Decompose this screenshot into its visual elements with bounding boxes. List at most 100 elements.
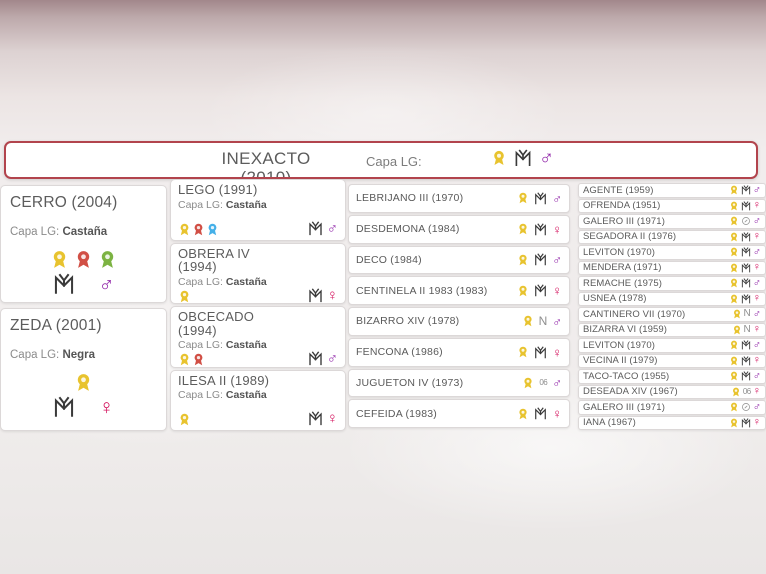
award-rosette-icon (523, 316, 532, 327)
ancestor-name: GALERO III (1971) (583, 215, 665, 227)
ym-brand-icon (741, 201, 750, 211)
female-icon: ♀ (552, 406, 562, 422)
ym-brand-icon (741, 356, 750, 366)
brand-sex-row: ♀ (308, 411, 338, 426)
female-icon: ♀ (326, 410, 338, 427)
ancestor-row[interactable]: BIZARRA VI (1959) N ♀ (578, 322, 766, 337)
ancestor-row[interactable]: DESDEMONA (1984) ♀ (348, 214, 570, 244)
award-rosette-icon (730, 340, 737, 350)
ancestor-name: CEFEIDA (1983) (356, 407, 437, 420)
award-rosette-icon (733, 309, 740, 319)
male-icon: ♂ (552, 313, 562, 329)
ancestor-row[interactable]: MENDERA (1971) ♀ (578, 260, 766, 275)
ancestor-name: CERRO (2004) (10, 194, 118, 211)
n-brand-icon: N (538, 314, 548, 329)
award-rosette-icon (519, 408, 527, 419)
ancestor-row[interactable]: LEVITON (1970) ♂ (578, 245, 766, 260)
ancestor-name: SEGADORA II (1976) (583, 231, 677, 243)
ym-brand-icon (535, 223, 547, 235)
award-rosette-icon (730, 278, 737, 288)
award-rosette-icon (730, 356, 737, 366)
ancestor-row[interactable]: LEVITON (1970) ♂ (578, 338, 766, 353)
ancestor-row[interactable]: DECO (1984) ♂ (348, 245, 570, 275)
brand-06-icon: 06 (539, 377, 548, 387)
award-rosette-icon (77, 374, 90, 391)
row-icons: ♂ (729, 276, 761, 289)
award-rosette-icon (733, 325, 740, 335)
ancestor-row[interactable]: VECINA II (1979) ♀ (578, 353, 766, 368)
brand-06-icon: 06 (742, 386, 751, 396)
ancestor-card-zeda[interactable]: ZEDA (2001) Capa LG: Negra ♀ (0, 308, 167, 431)
subject-card[interactable]: INEXACTO (2010) Capa LG: ♂ (4, 141, 758, 179)
ym-brand-icon (535, 407, 547, 420)
ancestor-row[interactable]: LEBRIJANO III (1970) ♂ (348, 184, 570, 213)
ancestor-name: CENTINELA II 1983 (1983) (356, 284, 488, 297)
award-rosette-icon (730, 201, 737, 211)
ancestor-row[interactable]: DESEADA XIV (1967) 06 ♀ (578, 384, 766, 399)
capa-value: Negra (62, 349, 96, 361)
brand-sex-row: ♀ (308, 288, 338, 303)
ancestor-row[interactable]: JUGUETON IV (1973) 06 ♂ (348, 368, 570, 398)
row-icons: N ♀ (732, 324, 761, 335)
ancestor-name: DECO (1984) (356, 253, 422, 266)
capa-value: Castaña (62, 226, 108, 238)
capa-label: Capa LG: (10, 226, 60, 238)
ancestor-name: TACO-TACO (1955) (583, 370, 670, 382)
ancestor-row[interactable]: AGENTE (1959) ♂ (578, 183, 766, 198)
male-icon: ♂ (752, 245, 761, 258)
ancestor-row[interactable]: CENTINELA II 1983 (1983) ♀ (348, 276, 570, 305)
ancestor-card-obrera[interactable]: OBRERA IV (1994) Capa LG: Castaña ♀ (170, 242, 346, 304)
ym-brand-icon (309, 221, 322, 235)
ancestor-row[interactable]: CEFEIDA (1983) ♀ (348, 399, 570, 428)
capa-value: Castaña (225, 389, 267, 401)
ancestor-name: DESDEMONA (1984) (356, 223, 460, 236)
ancestor-row[interactable]: IANA (1967) ♀ (578, 415, 766, 430)
ancestor-row[interactable]: BIZARRO XIV (1978) N ♂ (348, 307, 570, 336)
male-icon: ♂ (752, 400, 761, 413)
capa-value: Castaña (225, 275, 267, 288)
ancestor-row[interactable]: REMACHE (1975) ♂ (578, 276, 766, 291)
ancestor-row[interactable]: SEGADORA II (1976) ♀ (578, 229, 766, 244)
award-rosette-icon (180, 290, 189, 302)
row-icons: N ♂ (522, 315, 562, 328)
ancestor-row[interactable]: GALERO III (1971) ♂ (578, 214, 766, 229)
row-icons: ♀ (517, 407, 562, 420)
row-icons: ♀ (729, 293, 761, 304)
ym-brand-icon (309, 351, 322, 366)
award-rosette-icon (519, 254, 527, 266)
ancestor-card-cerro[interactable]: CERRO (2004) Capa LG: Castaña ♂ (0, 185, 167, 303)
ancestor-row[interactable]: GALERO III (1971) ♂ (578, 400, 766, 415)
ancestor-card-obcecado[interactable]: OBCECADO (1994) Capa LG: Castaña ♂ (170, 306, 346, 368)
ancestor-row[interactable]: CANTINERO VII (1970) N ♂ (578, 307, 766, 322)
subject-title: INEXACTO (2010) (166, 149, 366, 177)
ym-brand-icon (741, 294, 750, 304)
award-rosette-icon (180, 413, 189, 426)
ancestor-row[interactable]: OFRENDA (1951) ♀ (578, 198, 766, 213)
capa-label: Capa LG: (10, 349, 60, 361)
award-rosette-icon (730, 294, 737, 304)
row-icons: ♂ (517, 192, 562, 205)
award-rosette-icon (208, 223, 217, 235)
female-icon: ♀ (552, 344, 562, 360)
ancestor-name: USNEA (1978) (583, 293, 647, 305)
award-rosette-icon (180, 223, 189, 235)
ancestor-card-lego[interactable]: LEGO (1991) Capa LG: Castaña ♂ (170, 179, 346, 241)
ancestor-row[interactable]: FENCONA (1986) ♀ (348, 337, 570, 367)
award-rosette-icon (194, 223, 203, 235)
ancestor-card-ilesa[interactable]: ILESA II (1989) Capa LG: Castaña ♀ (170, 369, 346, 431)
ym-brand-icon (741, 185, 750, 195)
ancestor-row[interactable]: TACO-TACO (1955) ♂ (578, 369, 766, 384)
award-rosette-icon (494, 150, 504, 165)
award-rosette-icon (524, 377, 532, 389)
male-icon: ♂ (752, 276, 761, 289)
ancestor-name: OBRERA IV (1994) (178, 245, 250, 274)
awards-row (178, 413, 191, 426)
ancestor-name: DESEADA XIV (1967) (583, 386, 678, 398)
award-rosette-icon (730, 371, 737, 381)
row-icons: 06 ♂ (522, 376, 562, 389)
capa-label: Capa LG: (178, 198, 223, 211)
ancestor-row[interactable]: USNEA (1978) ♀ (578, 291, 766, 306)
brand-sex-row: ♂ (308, 351, 338, 366)
row-icons: ♀ (517, 346, 562, 359)
